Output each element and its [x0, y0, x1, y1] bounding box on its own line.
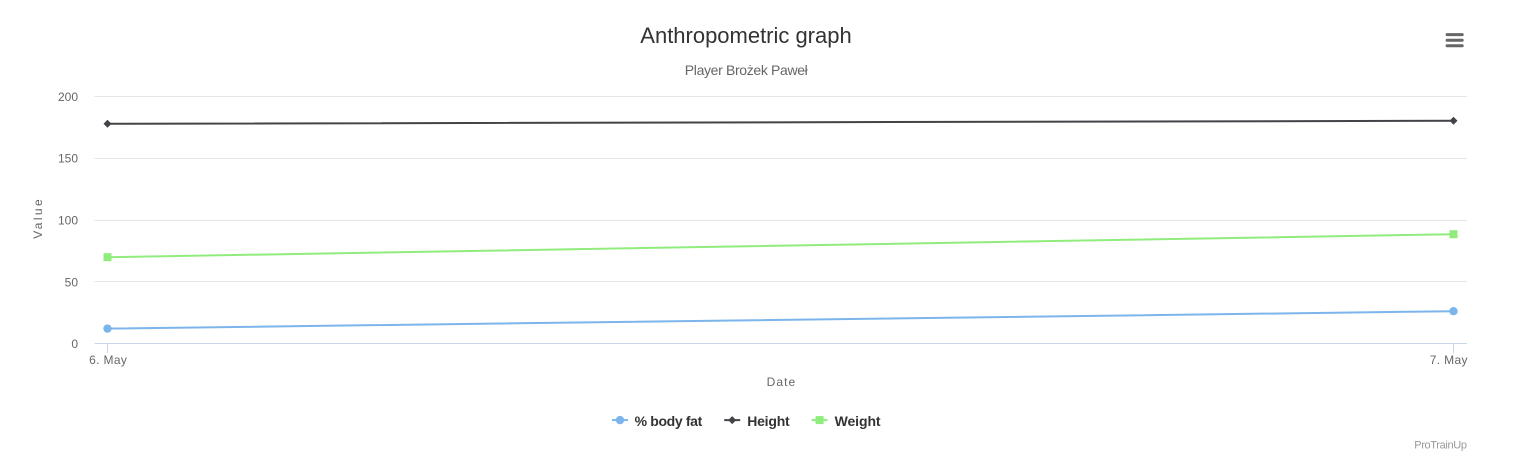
svg-text:100: 100: [58, 214, 78, 228]
svg-text:50: 50: [65, 275, 79, 289]
svg-text:Value: Value: [31, 199, 45, 239]
svg-text:150: 150: [58, 152, 78, 166]
svg-text:7. May: 7. May: [1430, 353, 1468, 367]
svg-text:Height: Height: [747, 413, 790, 429]
svg-text:Anthropometric graph: Anthropometric graph: [640, 23, 851, 48]
svg-text:0: 0: [71, 337, 78, 351]
svg-text:Player Brożek Paweł: Player Brożek Paweł: [685, 62, 809, 78]
svg-text:ProTrainUp: ProTrainUp: [1414, 440, 1467, 452]
svg-text:Date: Date: [767, 375, 796, 389]
svg-text:Weight: Weight: [835, 413, 881, 429]
svg-text:% body fat: % body fat: [635, 413, 703, 429]
svg-text:200: 200: [58, 90, 78, 104]
svg-text:6. May: 6. May: [89, 353, 127, 367]
